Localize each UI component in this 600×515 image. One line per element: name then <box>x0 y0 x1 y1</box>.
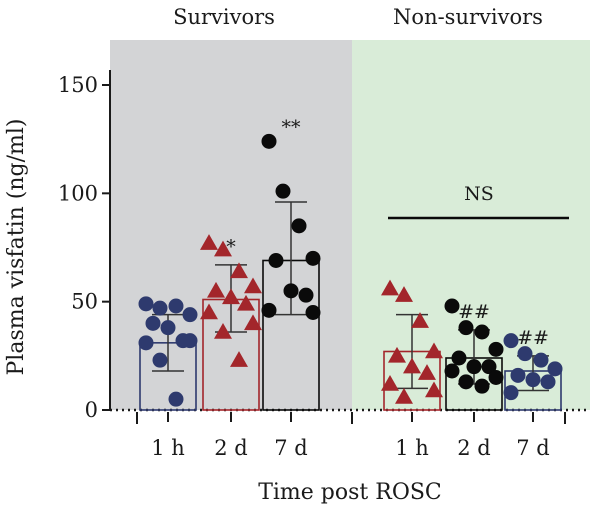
data-point <box>444 363 460 379</box>
series-3 <box>381 279 443 411</box>
data-point <box>268 253 284 268</box>
data-point <box>305 250 321 266</box>
data-point <box>200 303 218 320</box>
data-point <box>525 372 541 388</box>
y-tick-label: 150 <box>58 73 98 97</box>
data-point <box>152 300 168 316</box>
data-point <box>395 286 413 302</box>
data-point <box>381 279 399 296</box>
x-tick-label: 7 d <box>516 436 549 460</box>
data-point <box>458 374 474 390</box>
data-point <box>540 374 556 390</box>
data-point <box>474 378 490 394</box>
data-point <box>237 294 255 311</box>
group-title-survivors: Survivors <box>173 5 275 29</box>
x-tick-label: 2 d <box>457 436 490 460</box>
x-tick-label: 1 h <box>151 436 185 460</box>
data-point <box>168 391 184 407</box>
data-point <box>444 298 460 314</box>
data-point <box>395 388 413 404</box>
data-point <box>182 307 198 323</box>
x-tick-label: 7 d <box>274 436 307 460</box>
series-1 <box>200 234 262 411</box>
data-point <box>298 287 314 303</box>
data-point <box>533 352 549 368</box>
series-0 <box>138 296 198 411</box>
data-point <box>466 359 482 375</box>
data-point <box>168 298 184 314</box>
y-tick-label: 100 <box>58 181 98 205</box>
data-point <box>425 342 443 359</box>
data-point <box>207 281 225 298</box>
x-tick-label: 2 d <box>214 436 247 460</box>
data-point <box>503 333 519 349</box>
data-point <box>503 385 519 401</box>
data-point <box>275 183 291 199</box>
group-background-survivors <box>110 40 352 410</box>
data-point <box>305 305 321 320</box>
data-point <box>152 352 168 368</box>
x-axis-title: Time post ROSC <box>258 480 442 505</box>
series-4 <box>444 298 504 411</box>
data-point <box>214 323 232 339</box>
significance-annotation: ## <box>458 301 490 323</box>
data-point <box>517 346 533 362</box>
significance-annotation: ** <box>282 116 302 138</box>
data-point <box>230 351 248 367</box>
y-tick-label: 0 <box>85 398 98 422</box>
data-point <box>388 346 406 363</box>
data-point <box>451 350 467 366</box>
y-tick-label: 50 <box>71 290 98 314</box>
data-point <box>283 283 299 299</box>
data-point <box>488 370 504 385</box>
data-point <box>488 341 504 357</box>
data-point <box>261 133 277 149</box>
series-2 <box>261 133 321 411</box>
x-tick-label: 1 h <box>395 436 429 460</box>
group-background-non-survivors <box>352 40 590 410</box>
series-5 <box>503 333 563 411</box>
data-point <box>230 262 248 279</box>
data-point <box>510 367 526 383</box>
comparison-label: NS <box>464 183 494 205</box>
data-point <box>244 314 262 331</box>
data-point <box>182 333 198 349</box>
data-point <box>403 357 421 374</box>
data-point <box>381 375 399 391</box>
y-axis-title: Plasma visfatin (ng/ml) <box>4 119 29 376</box>
data-point <box>160 320 176 336</box>
data-point <box>214 240 232 257</box>
data-point <box>481 359 497 375</box>
data-point <box>138 335 154 351</box>
data-point <box>418 364 436 380</box>
data-point <box>291 218 307 234</box>
data-point <box>200 234 218 250</box>
significance-annotation: ## <box>517 327 549 349</box>
data-point <box>222 288 240 305</box>
data-point <box>244 277 262 294</box>
data-point <box>138 296 154 312</box>
group-title-non-survivors: Non-survivors <box>393 5 543 29</box>
data-point <box>261 302 277 318</box>
data-point <box>458 320 474 336</box>
data-point <box>145 315 161 331</box>
data-point <box>425 381 443 398</box>
data-point <box>547 361 563 377</box>
data-point <box>474 324 490 340</box>
significance-annotation: * <box>226 236 236 258</box>
data-point <box>411 312 429 328</box>
